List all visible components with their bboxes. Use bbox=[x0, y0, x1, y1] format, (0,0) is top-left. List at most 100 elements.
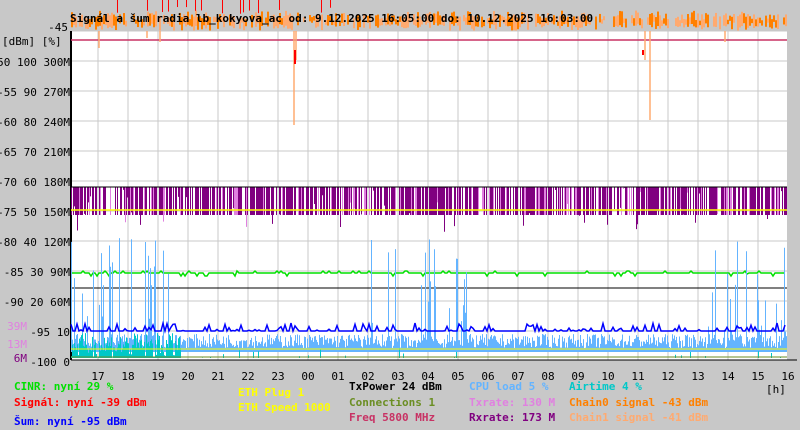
chain-signal-overflow-mark bbox=[637, 12, 639, 24]
chain-signal-overflow-mark bbox=[653, 14, 655, 22]
chain-signal-overflow-mark bbox=[727, 19, 729, 25]
chain-signal-overflow-mark bbox=[417, 12, 419, 28]
chain-signal-overflow-mark bbox=[707, 14, 709, 28]
chain-signal-overflow-mark bbox=[303, 17, 305, 23]
chain-signal-overflow-mark bbox=[347, 15, 349, 25]
chain-signal-overflow-mark bbox=[443, 15, 445, 26]
chain-signal-overflow-mark bbox=[97, 15, 99, 27]
chain-signal-overflow-mark bbox=[401, 15, 403, 28]
chain-signal-overflow-mark bbox=[113, 14, 115, 26]
legend-rxrate: Rxrate: 173 M bbox=[469, 411, 555, 424]
chain-signal-overflow-mark bbox=[441, 16, 443, 25]
chain-signal-overflow-mark bbox=[273, 14, 275, 29]
chain-signal-overflow-mark bbox=[427, 13, 429, 23]
chain-signal-overflow-mark bbox=[541, 18, 543, 28]
x-tick-label: 05 bbox=[451, 370, 464, 383]
chain-signal-overflow-mark bbox=[259, 15, 261, 31]
x-tick-label: 03 bbox=[391, 370, 404, 383]
chain-signal-overflow-mark bbox=[189, 19, 191, 26]
chain-signal-overflow-mark bbox=[759, 17, 761, 24]
chain-signal-overflow-mark bbox=[663, 18, 665, 24]
chain-signal-overflow-mark bbox=[725, 13, 727, 27]
chain-signal-overflow-mark bbox=[167, 17, 169, 24]
chain-signal-overflow-mark bbox=[219, 14, 221, 22]
signal-overflow-mark bbox=[201, 0, 202, 11]
signal-overflow-mark bbox=[177, 0, 178, 8]
legend-freq: Freq 5800 MHz bbox=[349, 411, 435, 424]
chain-signal-overflow-mark bbox=[503, 16, 505, 24]
chain-signal-overflow-mark bbox=[571, 17, 573, 30]
chain-signal-overflow-mark bbox=[521, 12, 523, 24]
chain-signal-overflow-mark bbox=[413, 14, 415, 25]
x-tick-label: 17 bbox=[91, 370, 104, 383]
chain-signal-overflow-mark bbox=[661, 20, 663, 26]
chain-signal-overflow-mark bbox=[473, 16, 475, 32]
chain-signal-overflow-mark bbox=[731, 16, 733, 30]
chain-signal-overflow-mark bbox=[251, 14, 253, 28]
chain-signal-overflow-mark bbox=[705, 13, 707, 24]
y-tick-label: -45 bbox=[48, 21, 68, 34]
chain-signal-overflow-mark bbox=[369, 14, 371, 29]
chain-signal-overflow-mark bbox=[477, 14, 479, 27]
chain-signal-overflow-mark bbox=[407, 11, 409, 28]
signal-overflow-mark bbox=[147, 0, 148, 11]
chain-signal-overflow-mark bbox=[397, 20, 399, 26]
chain-signal-overflow-mark bbox=[191, 14, 193, 27]
chain-signal-overflow-mark bbox=[455, 16, 457, 23]
chain-signal-overflow-mark bbox=[287, 15, 289, 29]
chain-signal-overflow-mark bbox=[493, 11, 495, 26]
chain-signal-overflow-mark bbox=[765, 15, 767, 27]
chain-signal-overflow-mark bbox=[769, 14, 771, 28]
chain-signal-overflow-mark bbox=[437, 11, 439, 26]
chain-signal-overflow-mark bbox=[203, 18, 205, 26]
y-tick-label: -70 60 180M bbox=[0, 176, 70, 189]
chain-signal-overflow-mark bbox=[173, 16, 175, 32]
chain-signal-overflow-mark bbox=[261, 11, 263, 26]
noise-line bbox=[70, 320, 786, 334]
chain-signal-overflow-mark bbox=[639, 18, 641, 26]
legend-txrate: Txrate: 130 M bbox=[469, 396, 555, 409]
chain-signal-overflow-mark bbox=[491, 19, 493, 25]
chain-signal-overflow-mark bbox=[535, 13, 537, 27]
chain-signal-overflow-mark bbox=[101, 17, 103, 30]
chain-signal-overflow-mark bbox=[641, 19, 643, 29]
chain-signal-overflow-mark bbox=[515, 15, 517, 32]
chain-signal-overflow-mark bbox=[589, 20, 591, 25]
chain-signal-overflow-mark bbox=[151, 12, 153, 24]
cinr-line bbox=[71, 269, 785, 278]
chain-signal-overflow-mark bbox=[379, 18, 381, 26]
chain-signal-overflow-mark bbox=[141, 19, 143, 28]
signal-overflow-mark bbox=[222, 0, 223, 14]
legend-eth-plug: ETH Plug 1 bbox=[238, 386, 305, 399]
chain-signal-overflow-mark bbox=[75, 16, 77, 28]
chain-signal-overflow-mark bbox=[563, 15, 565, 25]
x-tick-label: 09 bbox=[571, 370, 584, 383]
chain-signal-overflow-mark bbox=[599, 13, 601, 23]
chain-signal-overflow-mark bbox=[71, 12, 73, 28]
chain-signal-overflow-mark bbox=[463, 15, 465, 22]
x-tick-label: 21 bbox=[211, 370, 224, 383]
signal-overflow-mark bbox=[240, 0, 241, 14]
signal-overflow-mark bbox=[117, 0, 118, 13]
chain-signal-overflow-mark bbox=[619, 10, 621, 26]
chain-signal-overflow-mark bbox=[487, 18, 489, 24]
chain-signal-overflow-mark bbox=[181, 17, 183, 31]
chain-signal-overflow-mark bbox=[169, 17, 171, 26]
rate-extra-label: 39M bbox=[7, 320, 27, 333]
chain-signal-overflow-mark bbox=[275, 18, 277, 27]
chain-signal-overflow-mark bbox=[375, 15, 377, 27]
chain-signal-overflow-mark bbox=[85, 18, 87, 29]
chain-signal-overflow-mark bbox=[507, 11, 509, 27]
chain-signal-overflow-mark bbox=[321, 14, 323, 31]
chain-signal-overflow-mark bbox=[545, 17, 547, 24]
chain-signal-overflow-mark bbox=[575, 18, 577, 28]
chain-signal-overflow-mark bbox=[625, 18, 627, 28]
chain-signal-overflow-mark bbox=[123, 13, 125, 25]
chain-signal-overflow-mark bbox=[729, 15, 731, 21]
chain-signal-overflow-mark bbox=[267, 11, 269, 27]
chain-signal-overflow-mark bbox=[499, 14, 501, 27]
chain-signal-overflow-mark bbox=[193, 16, 195, 31]
y-tick-label: -60 80 240M bbox=[0, 116, 70, 129]
chain-signal-overflow-mark bbox=[317, 14, 319, 27]
chain-signal-overflow-mark bbox=[403, 18, 405, 29]
